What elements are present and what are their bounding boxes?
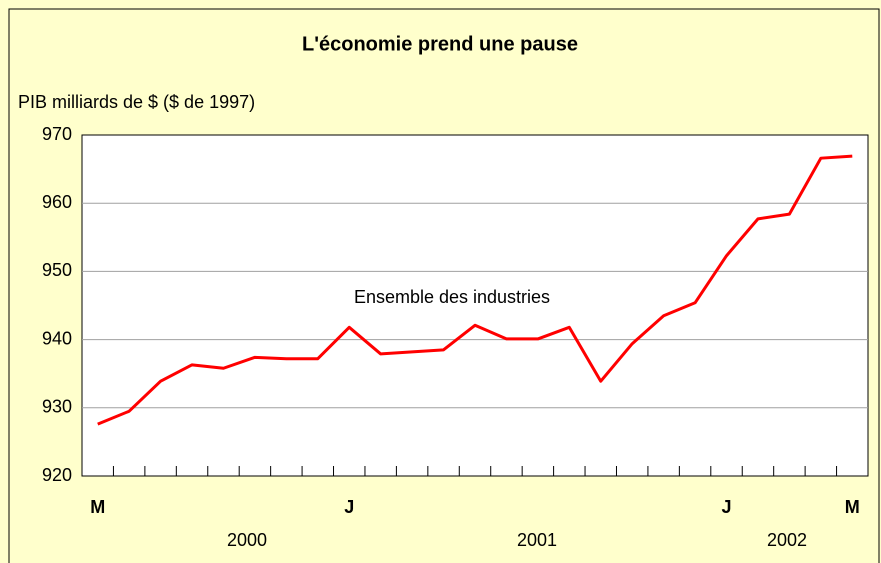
x-tick-label: J [344,497,354,517]
data-line [97,154,853,426]
y-tick-label: 930 [42,397,72,417]
plot-area [81,134,869,477]
y-tick-label: 960 [42,192,72,212]
y-tick-label: 970 [42,124,72,144]
y-tick-label: 920 [42,465,72,485]
y-tick-label: 950 [42,260,72,280]
year-label: 2000 [227,530,267,550]
x-tick-label: J [722,497,732,517]
year-label: 2001 [517,530,557,550]
chart-title: L'économie prend une pause [302,33,578,55]
annotation: Ensemble des industries [354,287,550,307]
x-tick-label: M [845,497,860,517]
x-tick-label: M [90,497,105,517]
y-axis-label: PIB milliards de $ ($ de 1997) [18,92,255,112]
year-label: 2002 [767,530,807,550]
y-tick-label: 940 [42,328,72,348]
